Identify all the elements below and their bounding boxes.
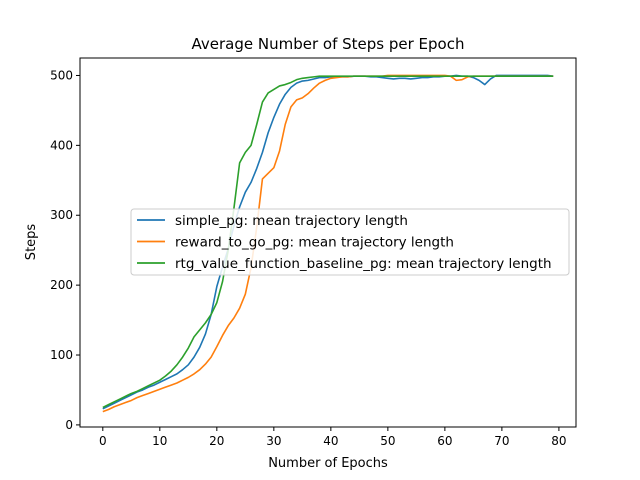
- x-tick-label: 30: [266, 434, 281, 448]
- x-axis-label: Number of Epochs: [268, 456, 388, 471]
- y-axis: 0 100 200 300 400 500: [50, 68, 80, 432]
- legend-label: simple_pg: mean trajectory length: [175, 213, 408, 229]
- x-axis: 0 10 20 30 40 50 60 70 80: [99, 427, 567, 448]
- series-line-3: [102, 75, 554, 409]
- chart-title: Average Number of Steps per Epoch: [192, 35, 465, 53]
- plot-frame: [79, 57, 577, 428]
- x-tick-label: 0: [99, 434, 107, 448]
- plot-lines: [102, 74, 554, 413]
- y-tick-label: 300: [50, 208, 73, 222]
- x-tick-label: 80: [551, 434, 566, 448]
- y-axis-label: Steps: [24, 224, 39, 261]
- series-line-1: [102, 74, 554, 410]
- legend-box: [130, 208, 570, 276]
- x-tick-label: 10: [152, 434, 167, 448]
- y-tick-label: 500: [50, 68, 73, 82]
- legend: simple_pg: mean trajectory length reward_…: [130, 208, 570, 276]
- x-tick-label: 40: [323, 434, 338, 448]
- y-tick-label: 200: [50, 278, 73, 292]
- x-tick-label: 70: [494, 434, 509, 448]
- legend-label: rtg_value_function_baseline_pg: mean tra…: [175, 256, 552, 272]
- legend-label: reward_to_go_pg: mean trajectory length: [175, 235, 454, 251]
- y-tick-label: 400: [50, 138, 73, 152]
- x-tick-label: 50: [380, 434, 395, 448]
- y-tick-label: 100: [50, 348, 73, 362]
- x-tick-label: 20: [209, 434, 224, 448]
- y-tick-label: 0: [65, 418, 73, 432]
- x-tick-label: 60: [437, 434, 452, 448]
